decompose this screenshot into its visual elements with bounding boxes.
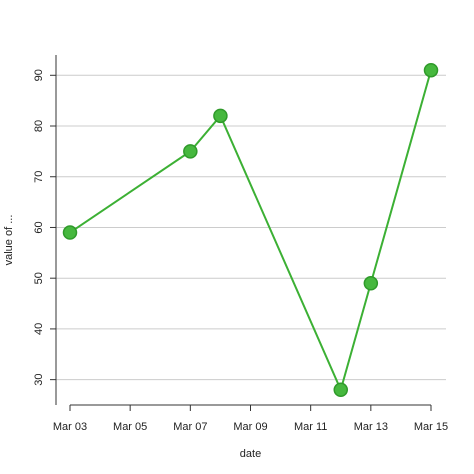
data-point-mar-03 [62,225,78,240]
x-tick-label-5: Mar 13 [354,421,388,433]
y-tick-label-40: 40 [33,323,45,335]
y-tick-label-30: 30 [33,374,45,386]
data-point-mar-08 [213,108,228,124]
y-tick-label-50: 50 [33,272,45,284]
x-tick-label-2: Mar 07 [173,421,207,433]
data-point-mar-13 [363,276,379,291]
grid-lines [56,74,446,381]
y-tick-label-90: 90 [33,69,45,81]
series-layer [62,62,439,398]
axes [55,55,431,406]
data-point-mar-15 [423,62,439,78]
x-tick-label-0: Mar 03 [53,421,87,433]
x-axis-title: date [240,448,261,460]
y-axis-title: value of ... [3,215,15,266]
y-tick-label-70: 70 [33,171,45,183]
y-tick-label-60: 60 [33,221,45,233]
x-tick-label-1: Mar 05 [113,421,147,433]
y-axis-ticks: 30 40 50 60 70 80 90 [33,69,56,386]
y-tick-label-80: 80 [33,120,45,132]
x-tick-label-6: Mar 15 [414,421,448,433]
data-point-mar-12 [333,382,348,398]
series-line-0 [69,69,432,393]
x-tick-label-4: Mar 11 [294,421,327,433]
x-axis-ticks: Mar 03 Mar 05 Mar 07 Mar 09 Mar 11 Mar 13 Mar … [53,405,448,433]
x-tick-label-3: Mar 09 [233,421,267,433]
data-point-mar-07 [183,144,198,159]
